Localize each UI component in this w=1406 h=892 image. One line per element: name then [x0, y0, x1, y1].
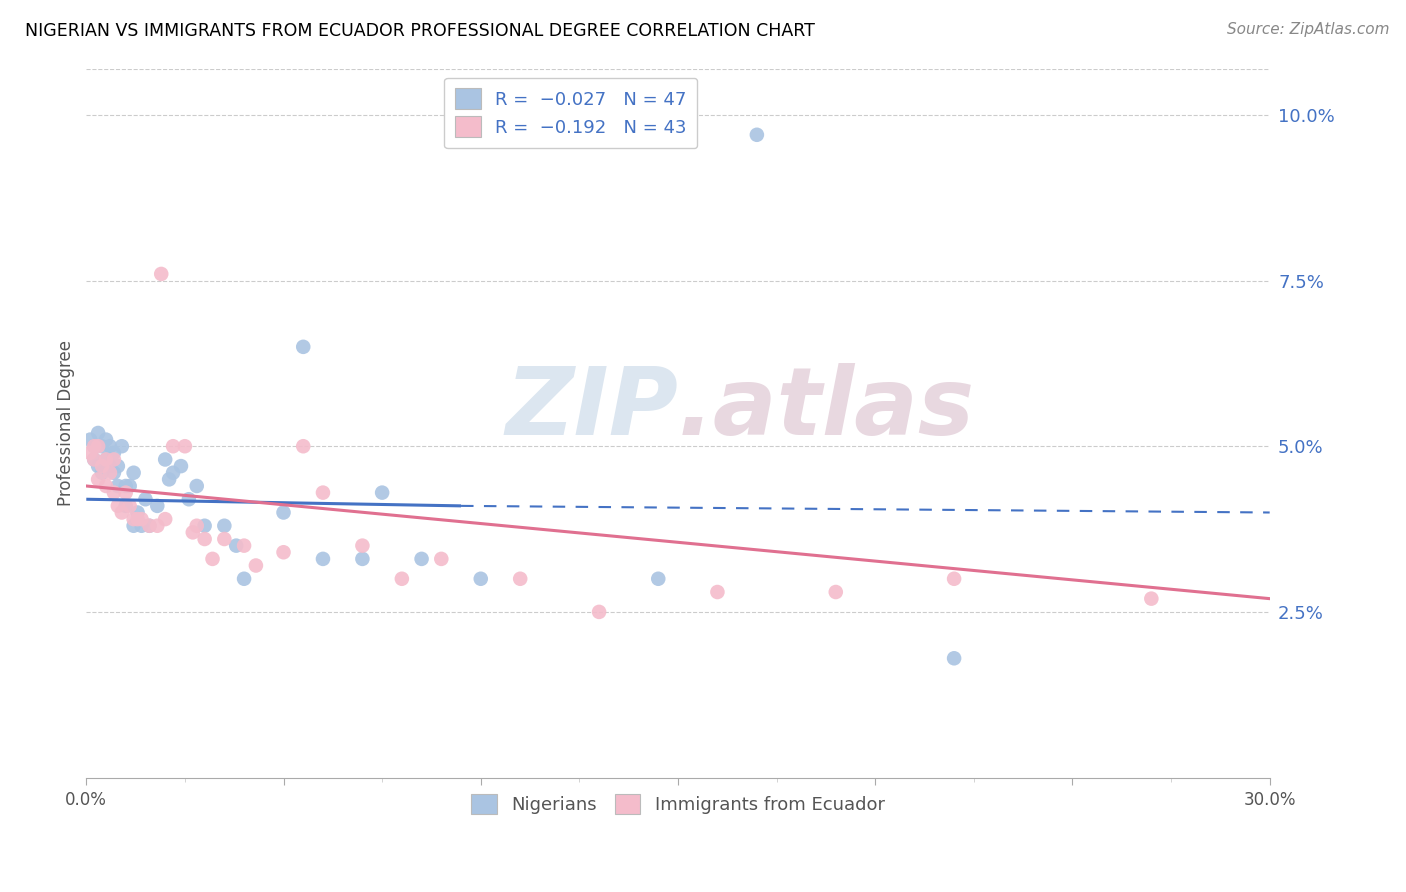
Point	[509, 572, 531, 586]
Point	[273, 506, 295, 520]
Point	[312, 485, 335, 500]
Point	[225, 539, 247, 553]
Point	[94, 452, 117, 467]
Point	[87, 459, 110, 474]
Point	[114, 499, 136, 513]
Point	[352, 552, 374, 566]
Point	[98, 439, 121, 453]
Point	[103, 485, 125, 500]
Legend: Nigerians, Immigrants from Ecuador: Nigerians, Immigrants from Ecuador	[461, 783, 896, 825]
Point	[138, 518, 160, 533]
Point	[233, 539, 256, 553]
Point	[131, 512, 153, 526]
Point	[391, 572, 413, 586]
Point	[450, 128, 472, 142]
Point	[114, 479, 136, 493]
Point	[79, 433, 101, 447]
Point	[162, 439, 184, 453]
Point	[1140, 591, 1163, 606]
Point	[371, 485, 394, 500]
Point	[103, 452, 125, 467]
Point	[131, 518, 153, 533]
Point	[111, 506, 134, 520]
Point	[292, 439, 315, 453]
Point	[83, 439, 105, 453]
Point	[153, 512, 176, 526]
Point	[824, 585, 846, 599]
Point	[162, 466, 184, 480]
Point	[103, 446, 125, 460]
Point	[352, 539, 374, 553]
Point	[470, 572, 492, 586]
Point	[153, 452, 176, 467]
Point	[87, 472, 110, 486]
Point	[118, 499, 141, 513]
Point	[146, 499, 169, 513]
Point	[122, 518, 145, 533]
Text: Source: ZipAtlas.com: Source: ZipAtlas.com	[1226, 22, 1389, 37]
Point	[157, 472, 180, 486]
Point	[943, 572, 966, 586]
Point	[186, 479, 208, 493]
Point	[107, 479, 129, 493]
Point	[98, 466, 121, 480]
Point	[201, 552, 224, 566]
Point	[83, 452, 105, 467]
Point	[430, 552, 453, 566]
Point	[118, 479, 141, 493]
Point	[170, 459, 193, 474]
Point	[122, 512, 145, 526]
Point	[194, 532, 217, 546]
Point	[146, 518, 169, 533]
Point	[83, 439, 105, 453]
Point	[111, 439, 134, 453]
Point	[214, 518, 236, 533]
Point	[91, 439, 114, 453]
Point	[87, 425, 110, 440]
Point	[94, 452, 117, 467]
Text: ZIP: ZIP	[505, 363, 678, 455]
Point	[411, 552, 433, 566]
Point	[91, 459, 114, 474]
Point	[107, 459, 129, 474]
Point	[138, 518, 160, 533]
Point	[134, 492, 156, 507]
Point	[83, 452, 105, 467]
Point	[588, 605, 610, 619]
Point	[312, 552, 335, 566]
Text: .atlas: .atlas	[678, 363, 976, 455]
Point	[94, 433, 117, 447]
Point	[103, 466, 125, 480]
Point	[943, 651, 966, 665]
Point	[91, 466, 114, 480]
Point	[79, 446, 101, 460]
Point	[181, 525, 204, 540]
Point	[98, 459, 121, 474]
Point	[706, 585, 728, 599]
Point	[186, 518, 208, 533]
Point	[150, 267, 173, 281]
Point	[273, 545, 295, 559]
Text: NIGERIAN VS IMMIGRANTS FROM ECUADOR PROFESSIONAL DEGREE CORRELATION CHART: NIGERIAN VS IMMIGRANTS FROM ECUADOR PROF…	[25, 22, 815, 40]
Point	[174, 439, 197, 453]
Point	[214, 532, 236, 546]
Point	[122, 466, 145, 480]
Point	[233, 572, 256, 586]
Point	[127, 506, 149, 520]
Point	[107, 499, 129, 513]
Y-axis label: Professional Degree: Professional Degree	[58, 340, 75, 506]
Point	[94, 479, 117, 493]
Point	[194, 518, 217, 533]
Point	[87, 439, 110, 453]
Point	[245, 558, 267, 573]
Point	[177, 492, 200, 507]
Point	[647, 572, 669, 586]
Point	[114, 485, 136, 500]
Point	[127, 512, 149, 526]
Point	[292, 340, 315, 354]
Point	[745, 128, 768, 142]
